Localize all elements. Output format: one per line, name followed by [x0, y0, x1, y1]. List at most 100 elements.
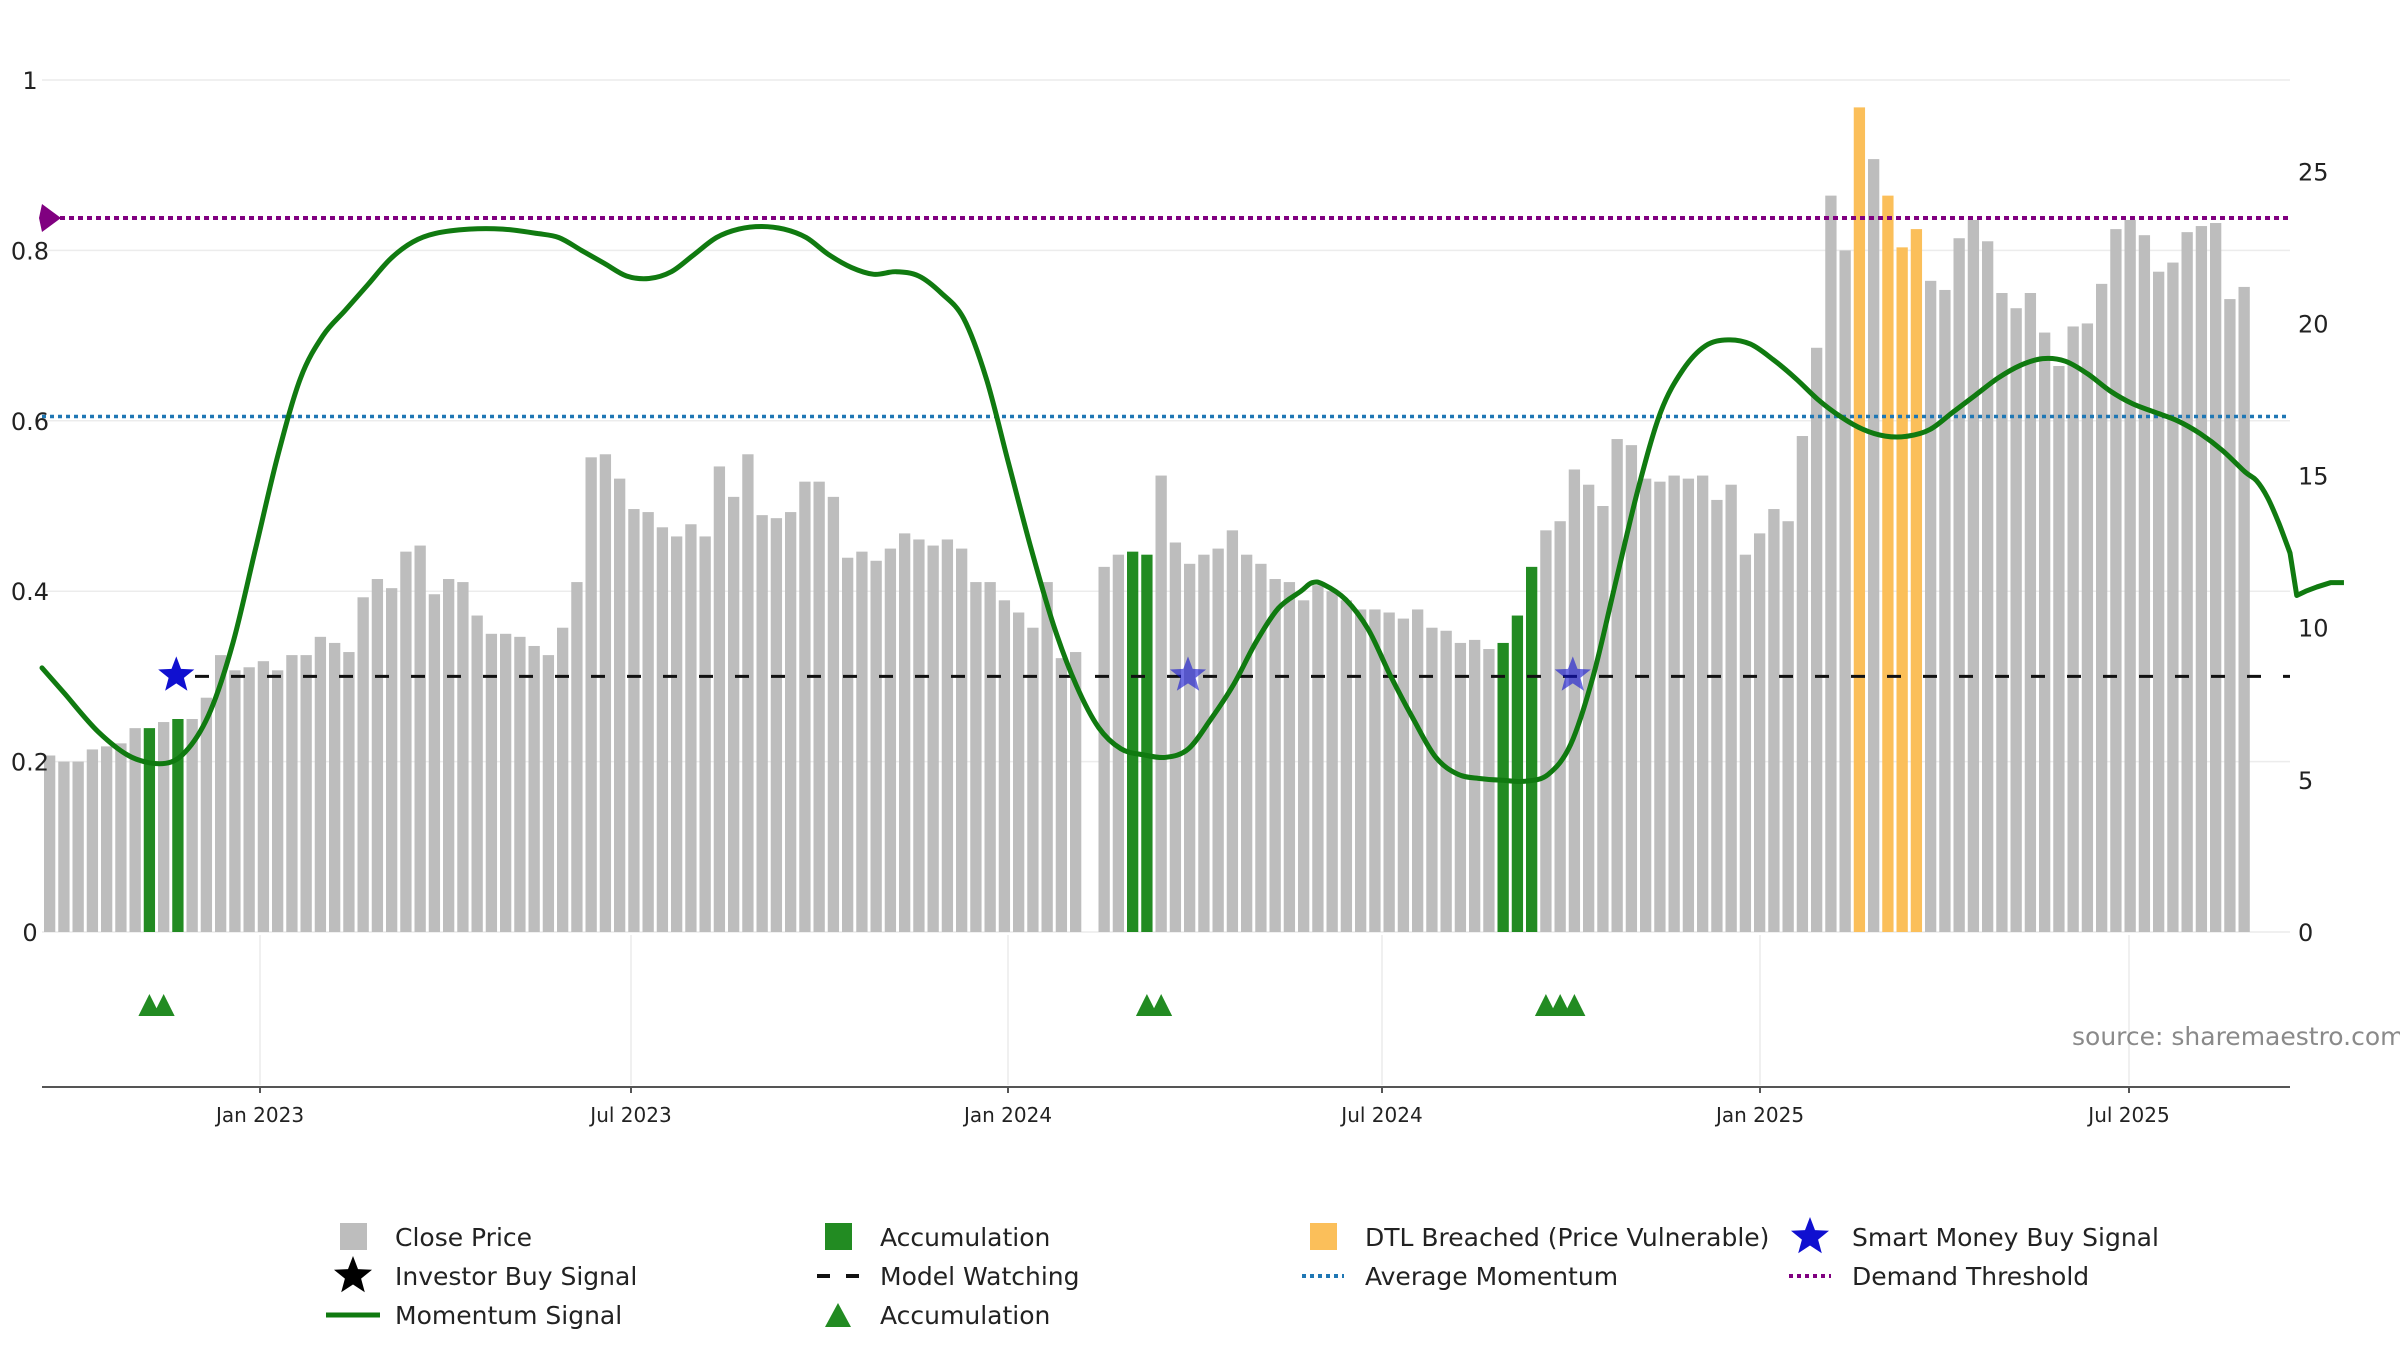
close-price-bar-23 — [371, 579, 384, 932]
close-price-bar-153 — [2224, 299, 2236, 933]
close-price-bar-120 — [1754, 533, 1766, 932]
close-price-bar-150 — [2181, 232, 2193, 933]
legend: Close Price Accumulation DTL Breached (Pri… — [326, 1217, 2159, 1330]
close-price-bar-79 — [1169, 542, 1182, 932]
accumulation-triangle-6 — [1563, 994, 1586, 1016]
close-price-bar-71 — [1055, 658, 1068, 932]
close-price-bar-37 — [571, 582, 583, 932]
demand-threshold-marker — [39, 204, 61, 233]
left-tick-label-1: 0.2 — [11, 749, 49, 777]
close-price-bar-122 — [1782, 521, 1794, 932]
legend-label-1: Accumulation — [880, 1223, 1050, 1252]
close-price-bar-119 — [1739, 554, 1752, 932]
x-tick-label-3: Jul 2024 — [1339, 1103, 1422, 1127]
close-price-bar-16 — [272, 670, 284, 932]
close-price-bar-83 — [1226, 530, 1239, 932]
close-price-bar-40 — [614, 478, 626, 932]
close-price-bar-97 — [1426, 627, 1438, 932]
legend-swatch-accumulation — [825, 1223, 852, 1250]
dtl-breached-bar-127 — [1853, 107, 1866, 932]
close-price-bar-57 — [856, 551, 868, 932]
accumulation-bar-76 — [1127, 551, 1139, 932]
close-price-bar-24 — [386, 588, 398, 932]
close-price-bar-145 — [2110, 229, 2122, 933]
close-price-bar-78 — [1155, 475, 1167, 932]
accumulation-bar-9 — [172, 719, 184, 932]
right-tick-label-2: 10 — [2298, 615, 2329, 643]
close-price-bar-56 — [842, 557, 854, 932]
legend-swatch-close-price — [340, 1223, 367, 1250]
close-price-bar-34 — [528, 645, 540, 932]
close-price-bar-44 — [671, 536, 683, 932]
legend-label-7: Demand Threshold — [1852, 1262, 2089, 1291]
close-price-bar-68 — [1013, 612, 1025, 932]
accumulation-triangle-0 — [138, 994, 161, 1016]
legend-swatch-dtl-breached — [1310, 1223, 1337, 1250]
close-price-bar-62 — [927, 545, 939, 932]
close-price-bar-124 — [1811, 347, 1823, 932]
legend-label-6: Average Momentum — [1365, 1262, 1618, 1291]
close-price-bar-59 — [884, 548, 897, 932]
close-price-bar-48 — [728, 496, 740, 932]
close-price-bar-81 — [1198, 554, 1210, 932]
close-price-bar-116 — [1697, 475, 1709, 932]
momentum-signal-line — [39, 224, 2344, 785]
close-price-bar-144 — [2096, 283, 2108, 932]
close-price-bar-60 — [899, 533, 911, 932]
right-tick-label-3: 15 — [2298, 463, 2329, 491]
close-price-bar-2 — [72, 761, 84, 932]
close-price-bar-5 — [115, 743, 127, 932]
close-price-bar-32 — [500, 633, 512, 932]
accumulation-bar-103 — [1511, 615, 1524, 932]
close-price-bar-67 — [998, 600, 1011, 932]
close-price-bar-17 — [286, 655, 298, 932]
left-tick-label-0: 0 — [22, 919, 37, 947]
left-tick-label-2: 0.4 — [11, 578, 49, 606]
close-price-bar-14 — [243, 667, 255, 932]
dtl-breached-bar-131 — [1910, 229, 1923, 933]
close-price-bar-39 — [599, 454, 612, 932]
close-price-bar-149 — [2167, 262, 2179, 933]
x-tick-label-0: Jan 2023 — [214, 1103, 304, 1127]
close-price-bar-115 — [1682, 478, 1695, 932]
close-price-bar-93 — [1369, 609, 1381, 932]
right-tick-label-1: 5 — [2298, 767, 2313, 795]
close-price-bar-110 — [1611, 439, 1623, 932]
close-price-bar-132 — [1925, 280, 1937, 932]
close-price-bar-55 — [827, 496, 840, 932]
close-price-bar-98 — [1440, 630, 1452, 932]
close-price-bar-50 — [756, 515, 768, 932]
close-price-bar-136 — [1982, 241, 1994, 932]
right-tick-label-5: 25 — [2298, 158, 2329, 186]
close-price-bar-108 — [1583, 484, 1595, 932]
accumulation-bar-7 — [143, 728, 156, 932]
close-price-bar-70 — [1041, 582, 1053, 932]
close-price-bar-6 — [129, 728, 141, 932]
close-price-bar-82 — [1212, 548, 1224, 932]
close-price-bar-12 — [215, 655, 227, 932]
close-price-bar-111 — [1625, 445, 1638, 932]
close-price-bar-41 — [628, 509, 640, 932]
dtl-breached-bar-129 — [1882, 195, 1894, 933]
close-price-bar-143 — [2081, 323, 2094, 932]
close-price-bar-38 — [585, 457, 597, 932]
close-price-bar-25 — [400, 551, 412, 932]
accumulation-triangle-4 — [1534, 994, 1557, 1016]
legend-label-5: Model Watching — [880, 1262, 1080, 1291]
close-price-bar-61 — [913, 539, 925, 932]
close-price-bar-47 — [713, 466, 726, 932]
close-price-bar-85 — [1255, 563, 1267, 932]
momentum-signal-path — [39, 224, 2293, 785]
close-price-bar-35 — [542, 655, 555, 932]
close-price-bar-65 — [970, 582, 982, 932]
close-price-bar-101 — [1483, 649, 1495, 932]
close-price-bar-151 — [2195, 226, 2208, 933]
close-price-bar-36 — [557, 627, 569, 932]
close-price-bar-22 — [357, 597, 369, 932]
close-price-bar-10 — [186, 719, 198, 932]
close-price-bar-148 — [2153, 271, 2165, 932]
close-price-bar-137 — [1996, 293, 2008, 932]
close-price-bar-13 — [229, 670, 241, 932]
close-price-bar-66 — [984, 582, 996, 932]
